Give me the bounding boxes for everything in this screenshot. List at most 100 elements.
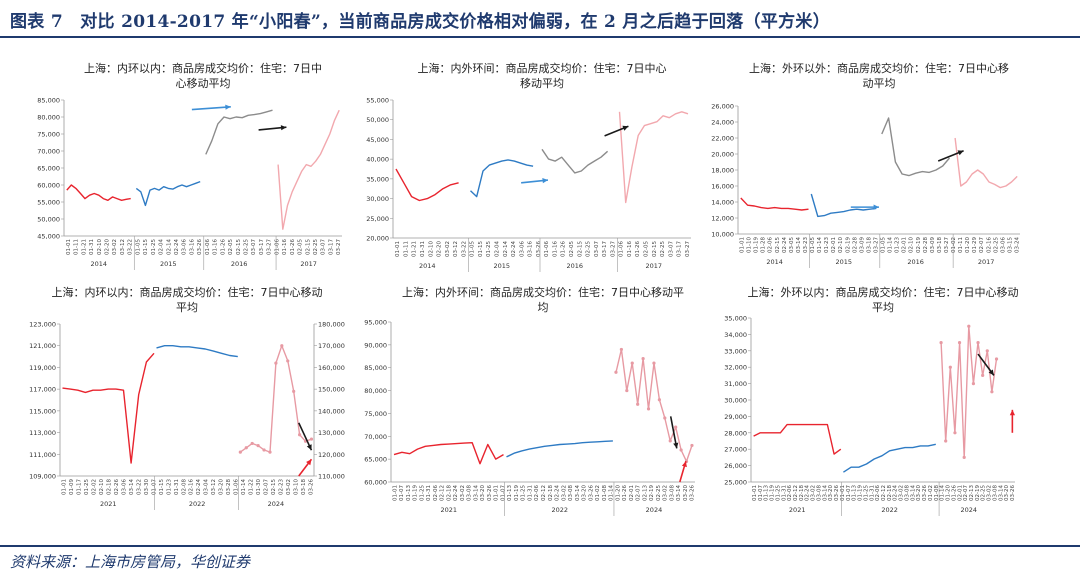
x-tick-label: 03-14 [575, 485, 581, 501]
year-label: 2014 [90, 260, 107, 268]
x-tick-label: 02-05 [298, 239, 304, 255]
x-tick-label: 03-26 [536, 241, 542, 257]
y-tick-label: 119,000 [29, 364, 56, 372]
series-point [619, 347, 623, 352]
header-divider [0, 36, 1080, 38]
chart-title-line: 上海：内环以内：商品房成交均价：住宅：7日中心移动 [52, 285, 323, 299]
x-tick-label: 03-02 [987, 485, 993, 501]
x-tick-label: 03-15 [1007, 237, 1013, 253]
y-tick-label: 75,000 [364, 410, 387, 418]
x-tick-label: 03-26 [308, 479, 314, 495]
x-tick-label: 03-02 [445, 241, 451, 257]
x-tick-label: 01-14 [241, 479, 247, 495]
year-label: 2024 [961, 506, 978, 514]
x-tick-label: 03-08 [816, 485, 822, 501]
series-line [393, 441, 504, 465]
x-tick-label: 03-17 [677, 241, 683, 257]
x-tick-label: 02-01 [831, 237, 837, 253]
x-tick-label: 03-16 [189, 239, 195, 255]
x-tick-label: 01-19 [770, 485, 776, 501]
x-tick-label: 02-06 [787, 485, 793, 501]
x-tick-label: 02-15 [236, 239, 242, 255]
x-tick-label: 01-26 [220, 239, 226, 255]
series-point [280, 344, 284, 348]
y-tick-label: 60,000 [364, 479, 387, 487]
x-tick-label: 03-20 [219, 479, 225, 495]
x-tick-label: 03-08 [669, 485, 675, 501]
x-tick-label: 01-08 [934, 485, 940, 501]
year-label: 2014 [766, 258, 783, 266]
x-tick-label: 03-02 [112, 239, 118, 255]
year-label: 2017 [645, 262, 662, 270]
x-tick-label: 03-06 [1000, 237, 1006, 253]
x-tick-label: 03-02 [811, 485, 817, 501]
x-tick-label: 03-20 [916, 485, 922, 501]
year-label: 2015 [835, 258, 852, 266]
x-tick-label: 01-07 [758, 485, 764, 501]
series-line [753, 423, 842, 455]
trend-arrow-head [873, 204, 879, 210]
x-tick-label: 03-20 [828, 485, 834, 501]
series-point [990, 390, 994, 394]
series-point [244, 446, 248, 450]
x-tick-label: 02-18 [107, 479, 113, 495]
x-tick-label: 03-08 [568, 485, 574, 501]
x-tick-label: 01-26 [561, 241, 567, 257]
series-point [663, 416, 667, 420]
x-tick-label: 03-14 [129, 479, 135, 495]
chart-title-line: 心移动平均 [176, 77, 231, 90]
x-tick-label: 01-06 [205, 239, 211, 255]
x-tick-label: 02-18 [887, 485, 893, 501]
series-point [614, 370, 618, 374]
x-tick-label: 01-25 [486, 241, 492, 257]
x-tick-label: 02-07 [963, 485, 969, 501]
x-tick-label: 01-06 [619, 241, 625, 257]
series-point [298, 433, 302, 437]
series-point [636, 402, 640, 406]
x-tick-label: 02-18 [446, 485, 452, 501]
x-tick-label: 02-24 [782, 237, 788, 253]
y-tick-label: 12,000 [711, 215, 734, 223]
x-tick-label: 02-12 [881, 485, 887, 501]
trend-arrow-head [280, 125, 287, 131]
y-right-tick-label: 170,000 [318, 342, 345, 350]
series-point [262, 448, 266, 452]
x-tick-label: 03-27 [336, 239, 342, 255]
x-tick-label: 01-11 [74, 239, 80, 255]
x-tick-label: 01-20 [615, 485, 621, 501]
x-tick-label: 02-07 [263, 479, 269, 495]
x-tick-label: 01-31 [869, 485, 875, 501]
y-tick-label: 30,000 [366, 195, 389, 203]
series-point [646, 407, 651, 411]
y-tick-label: 65,000 [37, 165, 60, 173]
x-tick-label: 03-14 [910, 485, 916, 501]
series-point [679, 448, 683, 452]
x-tick-label: 01-25 [775, 485, 781, 501]
x-tick-label: 01-21 [81, 239, 87, 255]
x-tick-label: 02-18 [799, 485, 805, 501]
x-tick-label: 01-14 [940, 485, 946, 501]
x-tick-label: 02-13 [969, 485, 975, 501]
x-tick-label: 01-20 [965, 237, 971, 253]
x-tick-label: 02-16 [986, 237, 992, 253]
x-tick-label: 02-19 [975, 485, 981, 501]
year-label: 2022 [551, 506, 568, 514]
x-tick-label: 03-23 [803, 237, 809, 253]
x-tick-label: 02-28 [923, 237, 929, 253]
x-tick-label: 02-24 [196, 479, 202, 495]
trend-arrow-head [988, 369, 994, 376]
x-tick-label: 02-24 [893, 485, 899, 501]
x-tick-label: 01-02 [595, 485, 601, 501]
x-tick-label: 02-05 [569, 241, 575, 257]
chart-title-line: 平均 [872, 301, 894, 314]
x-tick-label: 02-15 [775, 237, 781, 253]
y-right-tick-label: 130,000 [318, 429, 345, 437]
x-tick-label: 01-01 [392, 485, 398, 501]
x-tick-label: 01-26 [290, 239, 296, 255]
x-tick-label: 03-10 [293, 479, 299, 495]
x-tick-label: 03-16 [528, 241, 534, 257]
y-tick-label: 20,000 [366, 235, 389, 243]
x-tick-label: 01-25 [419, 485, 425, 501]
